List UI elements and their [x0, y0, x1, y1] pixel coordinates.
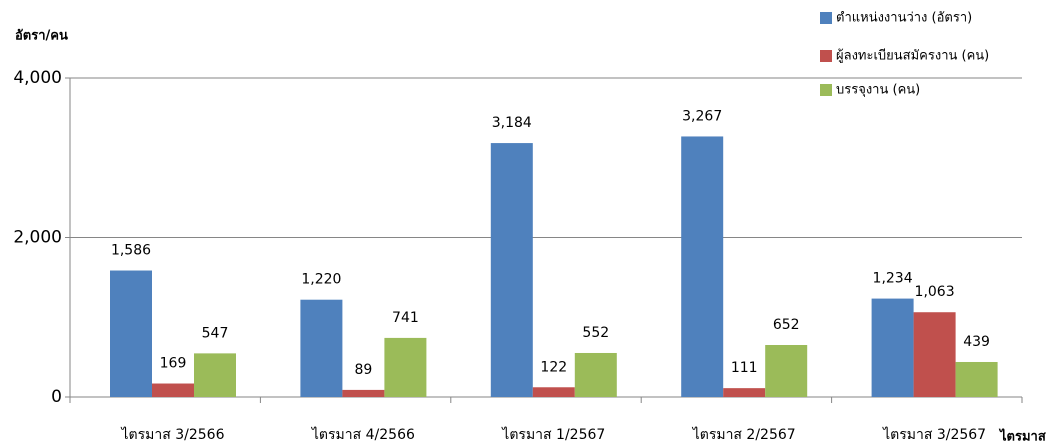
bar [490, 143, 533, 397]
x-tick-label: ไตรมาส 3/2567 [882, 426, 986, 443]
bar [723, 388, 766, 397]
bar [955, 361, 998, 397]
bar [300, 299, 343, 397]
y-tick-label: 4,000 [13, 68, 62, 88]
bar [871, 298, 914, 397]
legend-swatch [820, 50, 832, 62]
legend-swatch [820, 84, 832, 96]
bar [342, 389, 385, 397]
x-axis-label: ไตรมาส [998, 428, 1046, 445]
legend-label: ผู้ลงทะเบียนสมัครงาน (คน) [836, 48, 989, 64]
data-label: 1,063 [915, 284, 955, 300]
x-tick-label: ไตรมาส 3/2566 [121, 426, 225, 443]
bar [681, 136, 724, 397]
x-tick-label: ไตรมาส 1/2567 [501, 426, 605, 443]
y-tick-label: 2,000 [13, 228, 62, 248]
data-label: 169 [160, 356, 187, 372]
data-label: 439 [963, 334, 990, 350]
bar [194, 353, 236, 397]
bar [913, 312, 956, 397]
data-label: 3,184 [492, 115, 532, 131]
x-tick-label: ไตรมาส 4/2566 [311, 426, 415, 443]
bar [110, 270, 152, 397]
y-tick-label: 0 [51, 387, 62, 407]
legend-swatch [820, 12, 832, 24]
legend-label: ตำแหน่งงานว่าง (อัตรา) [836, 11, 972, 26]
data-label: 1,234 [873, 271, 913, 287]
x-tick-label: ไตรมาส 2/2567 [692, 426, 796, 443]
data-label: 547 [202, 325, 229, 341]
legend-label: บรรจุงาน (คน) [836, 83, 920, 98]
data-label: 1,220 [301, 272, 341, 288]
y-axis-label: อัตรา/คน [15, 29, 68, 44]
bar [532, 387, 575, 397]
bar [574, 352, 617, 397]
data-label: 741 [392, 310, 419, 326]
data-label: 111 [731, 360, 758, 376]
data-label: 652 [773, 317, 800, 333]
data-label: 89 [354, 362, 372, 378]
bar [152, 383, 194, 397]
bar [384, 337, 427, 397]
bar [765, 345, 808, 397]
data-label: 122 [540, 359, 567, 375]
data-label: 552 [582, 325, 609, 341]
data-label: 3,267 [682, 108, 722, 124]
data-label: 1,586 [111, 243, 151, 259]
